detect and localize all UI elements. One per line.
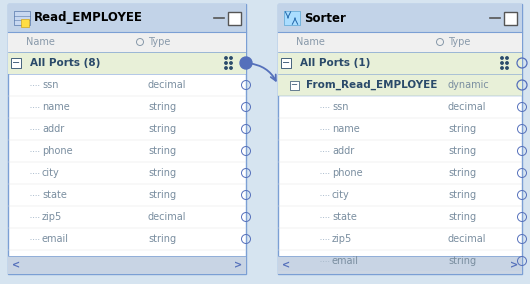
Text: zip5: zip5	[332, 234, 352, 244]
Bar	[228, 11, 241, 24]
Circle shape	[230, 67, 232, 69]
Text: string: string	[448, 168, 476, 178]
Text: Sorter: Sorter	[304, 11, 346, 24]
Text: string: string	[448, 190, 476, 200]
Bar	[8, 256, 246, 274]
Text: string: string	[148, 146, 176, 156]
Text: string: string	[448, 124, 476, 134]
Circle shape	[506, 57, 508, 59]
Text: decimal: decimal	[148, 80, 187, 90]
Text: email: email	[332, 256, 359, 266]
Text: −: −	[12, 58, 20, 68]
Circle shape	[501, 57, 503, 59]
Bar	[21, 19, 29, 27]
Circle shape	[225, 57, 227, 59]
Bar	[11, 58, 21, 68]
Bar	[504, 11, 517, 24]
Text: Read_EMPLOYEE: Read_EMPLOYEE	[34, 11, 143, 24]
Circle shape	[501, 67, 503, 69]
Text: addr: addr	[332, 146, 354, 156]
Circle shape	[230, 62, 232, 64]
Text: string: string	[148, 168, 176, 178]
Bar	[8, 4, 246, 274]
Bar	[278, 32, 522, 52]
Text: string: string	[448, 212, 476, 222]
Bar	[284, 11, 300, 25]
Text: state: state	[332, 212, 357, 222]
Text: city: city	[332, 190, 350, 200]
Text: zip5: zip5	[42, 212, 62, 222]
Bar	[278, 4, 522, 274]
Text: string: string	[448, 146, 476, 156]
Text: email: email	[42, 234, 69, 244]
Bar	[281, 58, 291, 68]
Text: <: <	[12, 260, 20, 270]
Text: <: <	[282, 260, 290, 270]
Text: ssn: ssn	[332, 102, 349, 112]
Bar	[278, 74, 522, 96]
Circle shape	[506, 62, 508, 64]
Text: Type: Type	[148, 37, 170, 47]
Circle shape	[230, 57, 232, 59]
Bar	[278, 52, 522, 74]
Text: string: string	[148, 102, 176, 112]
Text: phone: phone	[332, 168, 363, 178]
Text: string: string	[148, 234, 176, 244]
Text: city: city	[42, 168, 60, 178]
Text: string: string	[148, 190, 176, 200]
Text: string: string	[148, 124, 176, 134]
Text: string: string	[448, 256, 476, 266]
Text: All Ports (8): All Ports (8)	[30, 58, 100, 68]
Text: state: state	[42, 190, 67, 200]
Bar	[290, 81, 299, 90]
Bar	[8, 4, 246, 32]
Text: >: >	[234, 260, 242, 270]
Bar	[8, 32, 246, 52]
Text: decimal: decimal	[448, 234, 487, 244]
Circle shape	[506, 67, 508, 69]
Text: decimal: decimal	[448, 102, 487, 112]
Bar	[14, 11, 30, 25]
Bar	[8, 52, 246, 74]
Bar	[278, 256, 522, 274]
Text: dynamic: dynamic	[448, 80, 490, 90]
Circle shape	[501, 62, 503, 64]
Text: name: name	[332, 124, 360, 134]
Text: Name: Name	[296, 37, 325, 47]
Text: addr: addr	[42, 124, 64, 134]
Text: Type: Type	[448, 37, 471, 47]
Text: All Ports (1): All Ports (1)	[300, 58, 370, 68]
Text: ssn: ssn	[42, 80, 58, 90]
Circle shape	[225, 67, 227, 69]
Text: decimal: decimal	[148, 212, 187, 222]
Text: −: −	[290, 80, 297, 89]
Text: name: name	[42, 102, 70, 112]
Text: phone: phone	[42, 146, 73, 156]
Text: −: −	[282, 58, 290, 68]
Bar	[278, 4, 522, 32]
Circle shape	[225, 62, 227, 64]
Text: From_Read_EMPLOYEE: From_Read_EMPLOYEE	[306, 80, 437, 90]
Text: >: >	[510, 260, 518, 270]
Text: Name: Name	[26, 37, 55, 47]
Circle shape	[240, 57, 252, 69]
